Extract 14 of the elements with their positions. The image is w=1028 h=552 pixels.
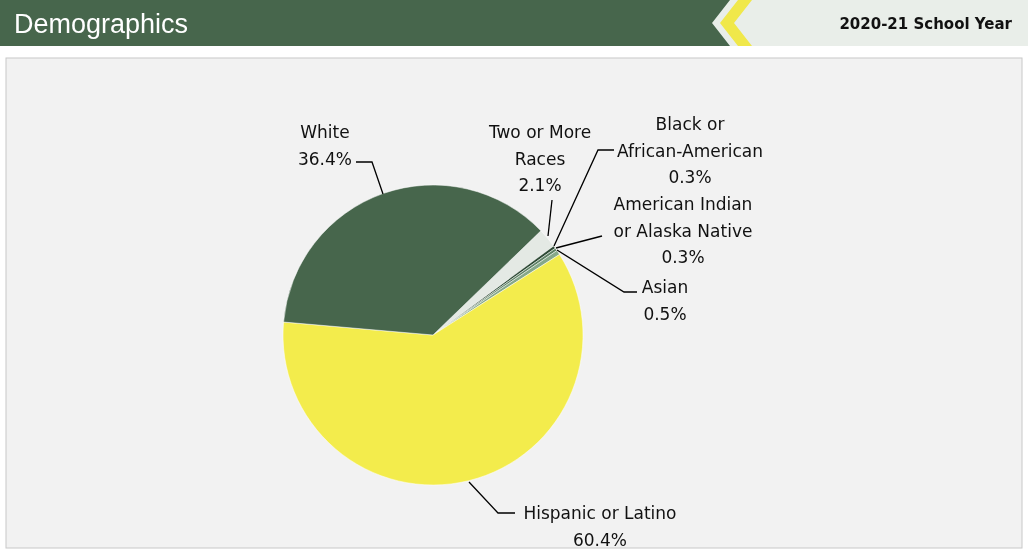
data-label: 0.5%: [643, 303, 687, 324]
slice-label: Black or African-American: [617, 114, 763, 161]
chart-title: Demographics: [14, 9, 189, 39]
slice-label: Asian: [641, 277, 689, 297]
slice-label: American Indian or Alaska Native: [613, 194, 753, 241]
slice-label: White: [300, 122, 350, 142]
slice-label: Hispanic or Latino: [523, 503, 677, 523]
data-label: 0.3%: [661, 247, 705, 267]
data-label: 2.1%: [518, 175, 562, 195]
data-label: 0.3%: [668, 167, 712, 187]
data-label: 60.4%: [572, 529, 628, 550]
data-label: 36.4%: [297, 148, 353, 169]
slice-label: Two or More Races: [487, 122, 592, 169]
text: 2020-21 School Year: [839, 15, 1013, 33]
